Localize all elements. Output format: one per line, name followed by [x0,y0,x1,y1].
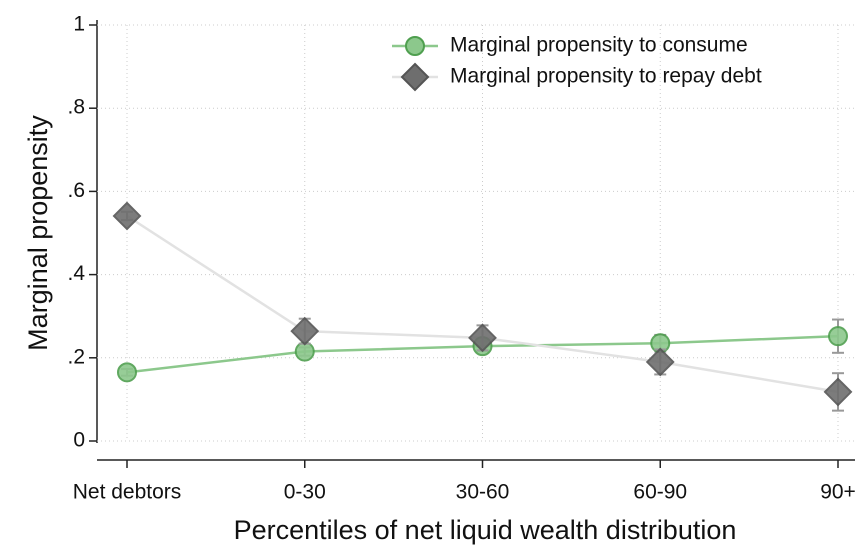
data-point [117,362,137,383]
y-tick-label: .2 [67,345,85,368]
data-point [828,326,848,347]
x-tick-label: 60-90 [633,481,687,504]
y-tick-label: 0 [73,429,85,452]
x-tick-label: 30-60 [456,481,510,504]
y-axis-title: Marginal propensity [23,115,53,351]
legend-marker [400,62,430,92]
y-tick-label: 1 [73,13,85,36]
legend-text: Marginal propensity to consume [450,34,748,57]
y-tick-label: .4 [67,262,85,285]
x-tick-label: 90+ [820,481,856,504]
x-tick-label: Net debtors [73,481,182,504]
data-point [468,323,497,353]
x-tick-label: 0-30 [284,481,326,504]
data-point [823,377,853,407]
data-point [112,201,142,231]
x-axis-title: Percentiles of net liquid wealth distrib… [234,515,737,545]
y-tick-label: .8 [67,96,85,119]
data-point [290,316,320,346]
legend-text: Marginal propensity to repay debt [450,65,762,88]
data-point [645,347,675,377]
y-tick-label: .6 [67,179,85,202]
legend-marker [405,36,425,56]
